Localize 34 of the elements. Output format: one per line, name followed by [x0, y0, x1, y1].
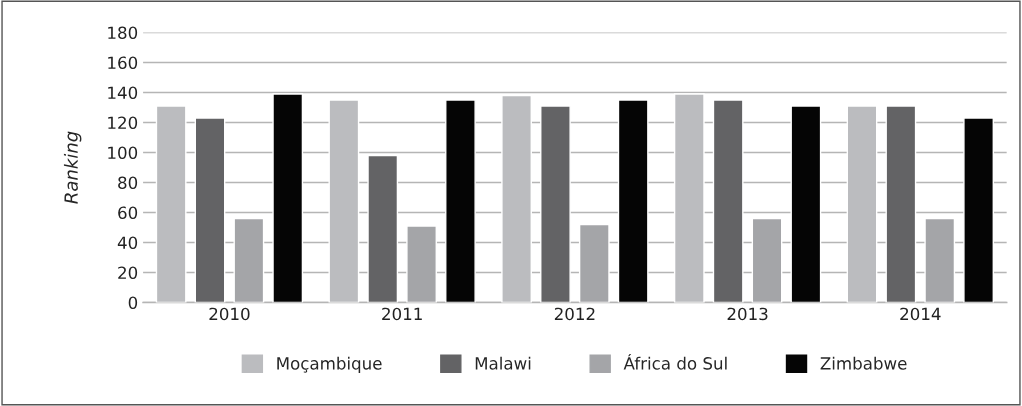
- y-tick-label: 100: [108, 146, 138, 160]
- bar: [272, 93, 304, 303]
- y-tick-label: 40: [117, 236, 138, 250]
- bar: [367, 154, 399, 303]
- y-tick-label: 0: [128, 296, 138, 310]
- bar: [578, 223, 610, 303]
- y-tick-label: 140: [108, 86, 138, 100]
- legend-label: Zimbabwe: [820, 356, 907, 370]
- legend-label: África do Sul: [623, 354, 727, 370]
- x-tick-label: 2013: [727, 307, 768, 321]
- bar: [233, 217, 265, 303]
- bar: [751, 217, 783, 303]
- y-tick-label: 180: [108, 26, 138, 40]
- bar: [790, 105, 822, 303]
- y-tick-label: 120: [108, 116, 138, 130]
- x-tick-label: 2014: [900, 307, 941, 321]
- legend-label: Moçambique: [277, 356, 382, 373]
- y-tick-label: 160: [108, 56, 138, 70]
- bar: [963, 117, 994, 303]
- legend-label: Malawi: [475, 356, 531, 370]
- bar: [617, 99, 649, 303]
- x-tick-label: 2010: [209, 307, 250, 321]
- bar: [406, 225, 437, 303]
- x-tick-label: 2012: [554, 307, 595, 321]
- x-tick-label: 2011: [382, 307, 422, 321]
- bar: [924, 217, 956, 303]
- y-tick-label: 80: [118, 176, 138, 190]
- y-tick-label: 60: [118, 206, 138, 220]
- bar: [540, 105, 571, 303]
- bar: [712, 99, 744, 303]
- y-axis-title: Ranking: [63, 131, 82, 204]
- bar: [445, 99, 476, 303]
- bar: [194, 117, 226, 303]
- y-tick-label: 20: [118, 266, 138, 280]
